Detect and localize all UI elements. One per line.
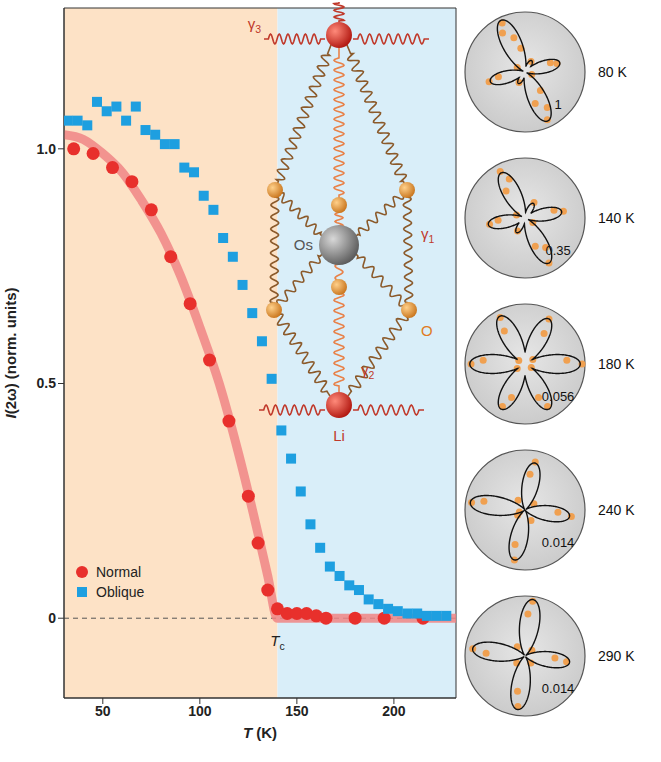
svg-text:0.35: 0.35 [545,243,570,258]
svg-text:γ1: γ1 [421,225,435,245]
svg-text:I(2ω) (norm. units): I(2ω) (norm. units) [2,287,19,418]
svg-text:80 K: 80 K [598,64,627,80]
svg-text:0.5: 0.5 [37,375,57,391]
svg-text:0.056: 0.056 [542,389,575,404]
svg-text:0.014: 0.014 [542,535,575,550]
svg-text:290 K: 290 K [598,648,635,664]
svg-text:150: 150 [285,703,309,719]
svg-text:200: 200 [382,703,406,719]
svg-text:γ2: γ2 [361,361,375,381]
svg-text:50: 50 [95,703,111,719]
svg-text:100: 100 [188,703,212,719]
svg-text:Os: Os [294,236,313,253]
svg-text:140 K: 140 K [598,210,635,226]
svg-text:O: O [421,322,433,339]
svg-text:0.014: 0.014 [542,681,575,696]
svg-text:1.0: 1.0 [37,141,57,157]
html-text:Normal: Normal [96,564,142,580]
svg-text:T (K): T (K) [243,724,277,741]
svg-text:0: 0 [48,610,56,626]
svg-text:1: 1 [554,97,561,112]
svg-text:γ3: γ3 [248,15,262,35]
svg-text:180 K: 180 K [598,356,635,372]
html-text:Oblique: Oblique [96,584,145,600]
svg-text:Li: Li [333,427,345,444]
svg-text:Tc: Tc [270,632,284,652]
svg-text:240 K: 240 K [598,502,635,518]
